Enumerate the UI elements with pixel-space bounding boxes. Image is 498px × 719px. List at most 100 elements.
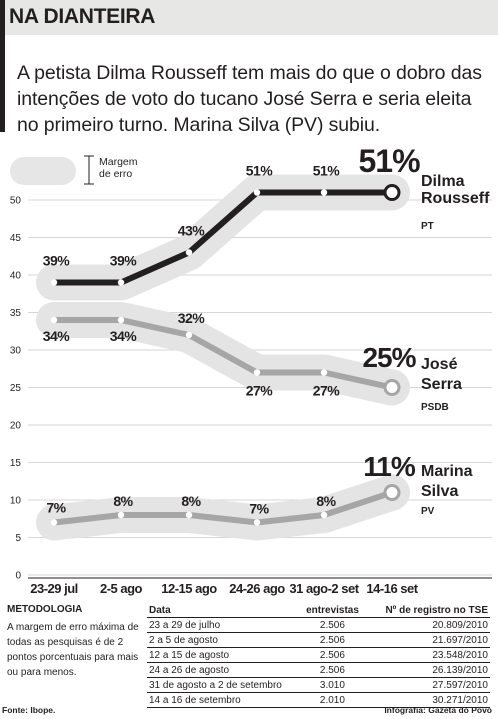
table-cell-date: 14 a 16 de setembro [147, 692, 298, 708]
y-tick-label: 35 [10, 308, 22, 319]
table-cell-date: 12 a 15 de agosto [147, 647, 298, 663]
end-marker [383, 184, 401, 201]
y-tick-label: 30 [10, 346, 22, 357]
x-tick-label: 31 ago-2 set [289, 581, 359, 596]
y-tick-label: 25 [10, 383, 22, 394]
series-party: PV [421, 506, 435, 517]
data-point [117, 316, 125, 324]
table-cell-date: 23 a 29 de julho [147, 617, 298, 633]
data-point [117, 279, 125, 286]
data-point [253, 369, 261, 376]
table-row: 14 a 16 de setembro 2.010 30.271/2010 [147, 692, 490, 708]
table-cell-registry: 27.597/2010 [372, 677, 490, 693]
data-point [50, 279, 58, 286]
y-tick-label: 50 [10, 196, 22, 207]
data-label: 8% [113, 493, 133, 509]
table-row: 23 a 29 de julho 2.506 20.809/2010 [147, 617, 490, 633]
data-point [185, 331, 193, 339]
table-cell-interviews: 2.010 [297, 692, 373, 708]
y-tick-label: 0 [15, 571, 21, 582]
methodology-text: A margem de erro máxima de todas as pesq… [7, 622, 139, 678]
data-label: 32% [178, 310, 206, 326]
y-tick-label: 40 [10, 271, 22, 282]
table-header-registry: Nº de registro no TSE [372, 602, 490, 618]
page-title: NA DIANTEIRA [9, 5, 156, 28]
data-label: 8% [181, 493, 201, 509]
data-point [320, 369, 328, 376]
data-point [320, 189, 328, 196]
data-label: 34% [43, 328, 71, 344]
table-cell-registry: 23.548/2010 [372, 647, 490, 663]
data-label: 39% [43, 253, 71, 269]
x-tick-label: 12-15 ago [161, 581, 217, 596]
final-value-label: 51% [358, 143, 420, 179]
data-label: 34% [110, 328, 138, 344]
table-header-interviews: entrevistas [297, 602, 373, 618]
lead-text: A petista Dilma Rousseff tem mais do que… [17, 62, 482, 136]
x-tick-label: 2-5 ago [100, 581, 143, 596]
x-tick-label: 23-29 jul [30, 581, 78, 596]
table-cell-interviews: 3.010 [297, 677, 373, 693]
data-label: 43% [178, 223, 206, 239]
series-name: Rousseff [421, 190, 490, 207]
poll-chart: 0 5 10 15 20 25 30 35 40 45 50 23-29 jul 2-5 ago 12-1… [10, 143, 492, 596]
data-point [50, 519, 58, 526]
data-point [320, 511, 328, 519]
data-label: 39% [110, 253, 138, 269]
methodology-title: METODOLOGIA [7, 604, 83, 615]
table-cell-registry: 21.697/2010 [372, 632, 490, 648]
poll-registry-table: Data entrevistas Nº de registro no TSE 2… [147, 602, 490, 708]
table-row: 24 a 26 de agosto 2.506 26.139/2010 [147, 662, 490, 678]
y-tick-label: 5 [15, 533, 21, 544]
x-tick-label: 24-26 ago [229, 581, 285, 596]
y-tick-label: 20 [10, 421, 22, 432]
lead-accent-bar [0, 46, 5, 132]
y-tick-label: 10 [10, 496, 22, 507]
header-accent-bar [0, 0, 5, 46]
series-name: Serra [421, 376, 462, 393]
data-point [117, 511, 125, 519]
table-header-date: Data [147, 602, 298, 618]
table-header-row: Data entrevistas Nº de registro no TSE [147, 602, 490, 618]
credit-note: Infografia: Gazeta do Povo [384, 705, 492, 715]
y-tick-label: 45 [10, 233, 22, 244]
data-label: 51% [313, 163, 341, 179]
final-value-label: 11% [363, 451, 416, 482]
data-label: 8% [316, 493, 336, 509]
series-name: José [421, 356, 458, 373]
data-point [253, 519, 261, 526]
table-cell-registry: 20.809/2010 [372, 617, 490, 633]
data-label: 7% [46, 500, 66, 516]
header-bar [0, 0, 498, 35]
series-name: Silva [421, 483, 458, 500]
table-cell-interviews: 2.506 [297, 632, 373, 648]
end-marker [383, 379, 401, 396]
table-cell-date: 24 a 26 de agosto [147, 662, 298, 678]
data-point [185, 511, 193, 519]
table-row: 12 a 15 de agosto 2.506 23.548/2010 [147, 647, 490, 663]
table-cell-registry: 30.271/2010 [372, 692, 490, 708]
table-cell-interviews: 2.506 [297, 662, 373, 678]
end-marker [383, 484, 401, 501]
margin-of-error-legend-swatch [10, 157, 76, 185]
table-cell-interviews: 2.506 [297, 647, 373, 663]
table-cell-interviews: 2.506 [297, 617, 373, 633]
table-cell-date: 2 a 5 de agosto [147, 632, 298, 648]
series-party: PT [421, 221, 434, 232]
table-row: 31 de agosto a 2 de setembro 3.010 27.597/… [147, 677, 490, 693]
data-label: 51% [246, 163, 274, 179]
data-label: 27% [246, 383, 274, 399]
final-value-label: 25% [362, 342, 416, 373]
series-name: Dilma [421, 173, 465, 190]
x-tick-label: 14-16 set [366, 581, 418, 596]
data-label: 7% [249, 501, 269, 517]
series-name: Marina [421, 463, 473, 480]
series-party: PSDB [421, 402, 449, 413]
table-cell-registry: 26.139/2010 [372, 662, 490, 678]
series-line-0 [51, 189, 395, 286]
data-point [185, 249, 193, 256]
margin-of-error-legend-label: Margem de erro [99, 156, 138, 180]
table-row: 2 a 5 de agosto 2.506 21.697/2010 [147, 632, 490, 648]
series-line-1 [51, 317, 395, 391]
data-label: 27% [313, 383, 341, 399]
